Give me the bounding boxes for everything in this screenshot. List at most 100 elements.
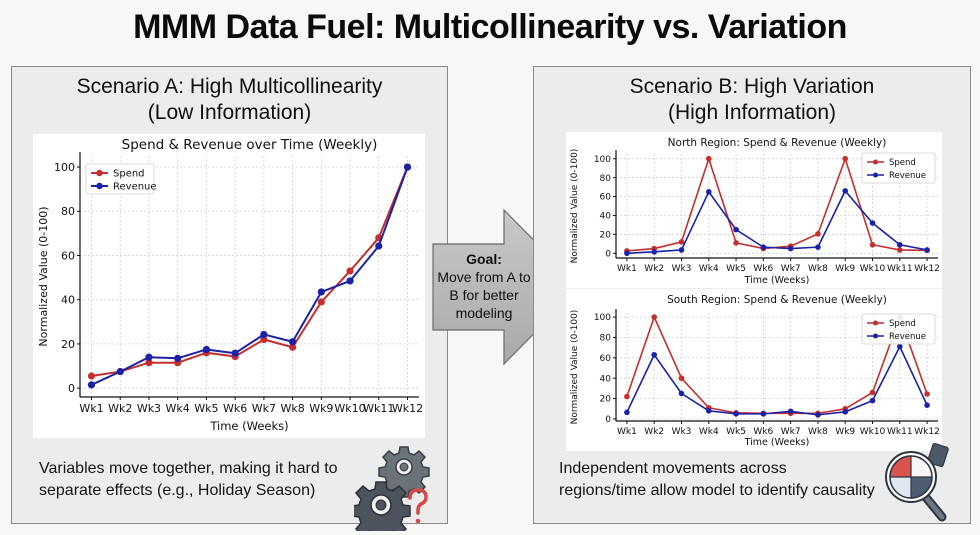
y-tick-label: 0 bbox=[605, 249, 611, 259]
question-mark-icon bbox=[408, 488, 428, 524]
chart-north-svg: North Region: Spend & Revenue (Weekly) 0 2… bbox=[570, 137, 940, 286]
data-point-revenue bbox=[815, 412, 821, 418]
y-tick-label: 40 bbox=[600, 374, 612, 384]
x-axis-label: Time (Weeks) bbox=[209, 419, 288, 433]
data-point-revenue bbox=[787, 408, 794, 415]
data-point-revenue bbox=[678, 390, 685, 397]
x-tick-label: Wk2 bbox=[108, 402, 132, 415]
y-tick-label: 20 bbox=[61, 338, 75, 351]
main-title: MMM Data Fuel: Multicollinearity vs. Var… bbox=[133, 8, 847, 46]
y-tick-label: 40 bbox=[61, 294, 75, 307]
data-point-revenue bbox=[787, 245, 794, 252]
legend-marker bbox=[96, 182, 103, 190]
x-tick-label: Wk3 bbox=[137, 402, 161, 415]
scenario-b-title-line2: (High Information) bbox=[667, 101, 837, 124]
chart-a-container: Spend & Revenue over Time (Weekly) 0 20 40 6… bbox=[33, 134, 425, 438]
x-tick-label: Wk9 bbox=[835, 264, 855, 274]
data-point-revenue bbox=[651, 351, 658, 358]
x-tick-label: Wk7 bbox=[252, 402, 276, 415]
x-tick-label: Wk3 bbox=[672, 427, 692, 437]
y-tick-label: 80 bbox=[600, 334, 612, 344]
scenario-a-title-line1: Scenario A: High Multicollinearity bbox=[76, 75, 383, 98]
series-line-revenue bbox=[91, 166, 409, 386]
scenario-a-panel: Scenario A: High Multicollinearity (Low … bbox=[11, 66, 448, 531]
goal-line3: modeling bbox=[455, 305, 513, 321]
scenario-a-title: Scenario A: High Multicollinearity (Low … bbox=[12, 74, 447, 126]
data-point-revenue bbox=[145, 353, 153, 361]
y-tick-label: 100 bbox=[54, 161, 75, 174]
chart-title: South Region: Spend & Revenue (Weekly) bbox=[667, 294, 887, 306]
x-tick-label: Wk10 bbox=[860, 427, 886, 437]
data-point-spend bbox=[705, 155, 712, 162]
scenario-a-caption: Variables move together, making it hard … bbox=[39, 458, 369, 502]
goal-line2: B for better bbox=[449, 287, 519, 303]
legend-marker bbox=[872, 333, 879, 339]
x-axis-label: Time (Weeks) bbox=[744, 437, 810, 448]
chart-south-svg: South Region: Spend & Revenue (Weekly) 0 2… bbox=[570, 294, 940, 448]
scenario-b-caption: Independent movements across regions/tim… bbox=[559, 458, 889, 502]
y-tick-label: 60 bbox=[600, 193, 612, 203]
x-tick-label: Wk7 bbox=[781, 427, 801, 437]
x-tick-label: Wk8 bbox=[808, 427, 828, 437]
data-point-revenue bbox=[869, 397, 876, 404]
x-tick-label: Wk2 bbox=[644, 264, 664, 274]
data-point-spend bbox=[869, 389, 876, 396]
data-point-revenue bbox=[288, 338, 297, 346]
x-tick-label: Wk8 bbox=[280, 402, 304, 415]
x-tick-label: Wk4 bbox=[699, 264, 719, 274]
scenario-b-title-line1: Scenario B: High Variation bbox=[629, 75, 875, 98]
data-point-revenue bbox=[116, 367, 124, 376]
x-tick-label: Wk10 bbox=[334, 402, 365, 415]
data-point-revenue bbox=[815, 244, 821, 250]
data-point-revenue bbox=[87, 381, 96, 389]
y-tick-label: 20 bbox=[600, 231, 612, 241]
x-tick-label: Wk1 bbox=[617, 427, 637, 437]
x-tick-label: Wk9 bbox=[835, 427, 855, 437]
data-point-revenue bbox=[733, 411, 739, 417]
legend-label: Spend bbox=[889, 319, 916, 329]
x-tick-label: Wk12 bbox=[392, 402, 423, 415]
data-point-revenue bbox=[403, 163, 412, 171]
data-point-revenue bbox=[842, 409, 849, 415]
data-point-spend bbox=[317, 298, 325, 306]
x-tick-label: Wk6 bbox=[223, 402, 247, 415]
legend-label: Spend bbox=[889, 158, 916, 168]
scenario-a-title-line2: (Low Information) bbox=[147, 101, 312, 124]
data-point-revenue bbox=[624, 250, 630, 257]
data-point-revenue bbox=[705, 408, 712, 414]
data-point-revenue bbox=[231, 349, 239, 357]
data-point-revenue bbox=[174, 354, 182, 362]
x-tick-label: Wk1 bbox=[617, 264, 637, 274]
data-point-spend bbox=[651, 314, 658, 320]
goal-line1: Move from A to bbox=[437, 269, 531, 285]
series-line-revenue bbox=[626, 190, 928, 255]
x-tick-label: Wk12 bbox=[914, 427, 940, 437]
scenario-b-panel: Scenario B: High Variation (High Informa… bbox=[533, 66, 971, 524]
scenario-b-caption-line1: Independent movements across bbox=[559, 460, 787, 477]
scenario-b-title: Scenario B: High Variation (High Informa… bbox=[534, 74, 970, 126]
data-point-revenue bbox=[346, 277, 354, 285]
data-point-spend bbox=[288, 343, 297, 351]
y-tick-label: 0 bbox=[68, 382, 75, 395]
data-point-revenue bbox=[842, 188, 849, 194]
x-tick-label: Wk1 bbox=[79, 402, 103, 415]
scenario-a-caption-line2: separate effects (e.g., Holiday Season) bbox=[39, 482, 316, 499]
data-point-spend bbox=[678, 239, 685, 245]
x-tick-label: Wk9 bbox=[309, 402, 333, 415]
goal-heading: Goal: bbox=[466, 251, 502, 267]
data-point-spend bbox=[624, 393, 630, 400]
data-point-revenue bbox=[317, 288, 325, 296]
chart-title: Spend & Revenue over Time (Weekly) bbox=[122, 137, 378, 153]
data-point-revenue bbox=[260, 330, 268, 339]
chart-south-container: South Region: Spend & Revenue (Weekly) 0 2… bbox=[566, 289, 942, 451]
x-tick-label: Wk4 bbox=[166, 402, 190, 415]
legend-marker bbox=[872, 159, 879, 165]
y-tick-label: 80 bbox=[61, 205, 75, 218]
x-tick-label: Wk4 bbox=[699, 427, 719, 437]
y-tick-label: 100 bbox=[594, 155, 611, 165]
x-tick-label: Wk8 bbox=[808, 264, 828, 274]
data-point-revenue bbox=[924, 247, 930, 253]
data-point-spend bbox=[145, 359, 153, 367]
y-tick-label: 40 bbox=[600, 212, 612, 222]
x-tick-label: Wk11 bbox=[887, 427, 913, 437]
